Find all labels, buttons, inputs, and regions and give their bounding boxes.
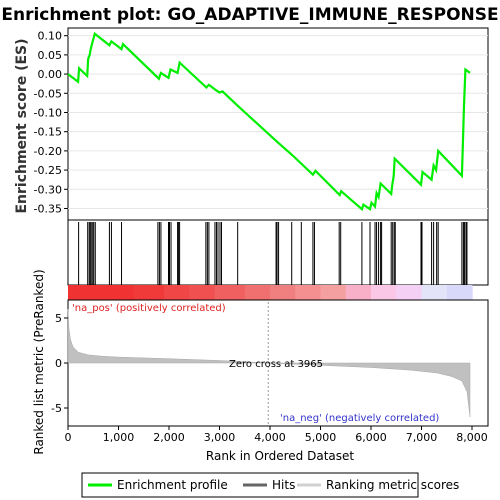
heatmap-segment bbox=[295, 285, 321, 300]
ranked-list-heatmap-bar bbox=[68, 285, 473, 300]
x-axis-label: Rank in Ordered Dataset bbox=[206, 449, 354, 463]
x-tick-label: 1,000 bbox=[103, 431, 135, 444]
heatmap-segment bbox=[345, 285, 372, 300]
hits-panel-frame bbox=[67, 219, 489, 286]
legend-ranking-metric-scores: Ranking metric scores bbox=[326, 478, 459, 492]
heatmap-segment bbox=[68, 285, 135, 300]
rank-y-tick-label: 5 bbox=[55, 312, 62, 325]
es-y-axis-ticks: 0.10 0.05 0.00 -0.05 -0.10 -0.15 -0.20 -0.25 -0.… bbox=[34, 30, 68, 215]
es-y-tick-label: -0.15 bbox=[34, 126, 62, 139]
es-y-tick-label: -0.10 bbox=[34, 106, 62, 119]
heatmap-segment bbox=[446, 285, 473, 300]
es-y-tick-label: 0.00 bbox=[38, 68, 63, 81]
positive-correlation-label: 'na_pos' (positively correlated) bbox=[72, 303, 226, 314]
negative-correlation-label: 'na_neg' (negatively correlated) bbox=[280, 413, 439, 424]
rank-y-tick-label: 0 bbox=[55, 357, 62, 370]
enrichment-profile-line bbox=[67, 31, 471, 212]
zero-cross-label: Zero cross at 3965 bbox=[229, 359, 323, 370]
hits-marks bbox=[78, 222, 468, 285]
x-tick-label: 2,000 bbox=[153, 431, 185, 444]
legend-hits: Hits bbox=[272, 478, 295, 492]
heatmap-segment bbox=[320, 285, 347, 300]
heatmap-segment bbox=[472, 285, 473, 300]
es-y-tick-label: 0.05 bbox=[38, 49, 63, 62]
heatmap-segment bbox=[133, 285, 165, 300]
legend: Enrichment profile Hits Ranking metric s… bbox=[81, 472, 459, 498]
es-y-tick-label: -0.25 bbox=[34, 164, 62, 177]
es-panel-frame bbox=[67, 27, 489, 221]
es-panel-gridlines bbox=[68, 35, 488, 209]
heatmap-segment bbox=[371, 285, 397, 300]
es-y-tick-label: 0.10 bbox=[38, 30, 63, 43]
x-tick-label: 3,000 bbox=[204, 431, 236, 444]
rank-y-tick-label: -5 bbox=[51, 402, 62, 415]
heatmap-segment bbox=[244, 285, 271, 300]
heatmap-segment bbox=[163, 285, 190, 300]
x-tick-label: 5,000 bbox=[305, 431, 337, 444]
es-y-tick-label: -0.35 bbox=[34, 202, 62, 215]
es-y-tick-label: -0.05 bbox=[34, 87, 62, 100]
heatmap-segment bbox=[421, 285, 448, 300]
es-y-tick-label: -0.30 bbox=[34, 183, 62, 196]
es-y-tick-label: -0.20 bbox=[34, 145, 62, 158]
rank-y-axis-ticks: 5 0 -5 bbox=[51, 312, 68, 415]
x-tick-label: 0 bbox=[65, 431, 72, 444]
chart-title: Enrichment plot: GO_ADAPTIVE_IMMUNE_RESP… bbox=[1, 5, 498, 25]
legend-enrichment-profile: Enrichment profile bbox=[117, 478, 228, 492]
es-y-axis-label: Enrichment score (ES) bbox=[14, 38, 30, 213]
rank-x-axis-ticks: 0 1,000 2,000 3,000 4,000 5,000 6,000 7,000 8,00… bbox=[65, 426, 488, 444]
heatmap-segment bbox=[189, 285, 215, 300]
rank-y-axis-label: Ranked list metric (PreRanked) bbox=[32, 269, 46, 454]
heatmap-segment bbox=[396, 285, 422, 300]
x-tick-label: 8,000 bbox=[456, 431, 488, 444]
heatmap-segment bbox=[214, 285, 246, 300]
heatmap-segment bbox=[270, 285, 296, 300]
x-tick-label: 7,000 bbox=[406, 431, 438, 444]
x-tick-label: 6,000 bbox=[355, 431, 387, 444]
ranking-metric-area bbox=[67, 308, 471, 418]
x-tick-label: 4,000 bbox=[254, 431, 286, 444]
